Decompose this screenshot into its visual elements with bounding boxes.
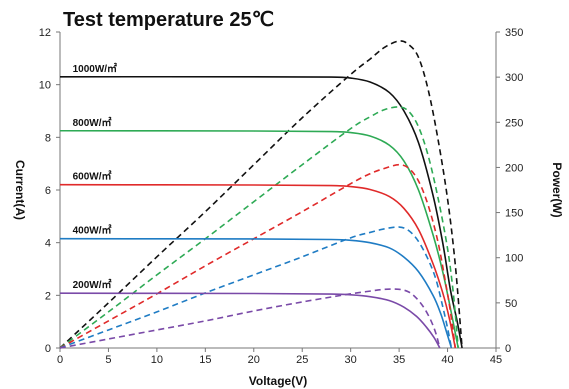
series-label-3: 400W/㎡	[73, 224, 112, 237]
y-left-tick-label: 12	[39, 27, 51, 39]
y-right-tick-label: 50	[505, 298, 517, 310]
y-right-tick-label: 350	[505, 27, 523, 39]
x-tick-label: 35	[393, 354, 405, 366]
x-tick-label: 20	[248, 354, 260, 366]
power-curve-2	[59, 163, 457, 349]
current-curve-3	[59, 237, 453, 349]
y-left-tick-label: 6	[45, 185, 51, 197]
x-tick-label: 25	[296, 354, 308, 366]
x-tick-label: 0	[57, 354, 63, 366]
x-tick-label: 30	[345, 354, 357, 366]
x-tick-label: 10	[151, 354, 163, 366]
power-curve-4	[59, 288, 441, 349]
current-curve-0	[59, 75, 463, 349]
series-label-0: 1000W/㎡	[73, 62, 117, 75]
x-tick-label: 40	[441, 354, 453, 366]
power-curve-0	[59, 40, 463, 349]
y-left-tick-label: 2	[45, 290, 51, 302]
y-right-axis-title: Power(W)	[550, 162, 564, 217]
y-left-tick-label: 0	[45, 343, 51, 355]
y-right-tick-label: 200	[505, 162, 523, 174]
y-right-tick-label: 0	[505, 343, 511, 355]
series-label-1: 800W/㎡	[73, 116, 112, 129]
series-label-2: 600W/㎡	[73, 170, 112, 183]
current-curve-2	[59, 183, 457, 349]
y-right-tick-label: 250	[505, 117, 523, 129]
x-axis-title: Voltage(V)	[249, 374, 307, 388]
y-left-tick-label: 8	[45, 132, 51, 144]
y-left-tick-label: 10	[39, 80, 51, 92]
y-right-tick-label: 100	[505, 253, 523, 265]
x-tick-label: 5	[105, 354, 111, 366]
current-curve-4	[59, 292, 441, 349]
y-left-axis-title: Current(A)	[13, 160, 27, 220]
power-curve-3	[59, 226, 453, 349]
y-left-tick-label: 4	[45, 238, 51, 250]
chart-title: Test temperature 25℃	[63, 9, 275, 31]
y-right-tick-label: 150	[505, 208, 523, 220]
current-curve-1	[59, 129, 459, 349]
series-label-4: 200W/㎡	[73, 278, 112, 291]
x-tick-label: 45	[490, 354, 502, 366]
power-curve-1	[59, 106, 460, 349]
y-right-tick-label: 300	[505, 72, 523, 84]
x-tick-label: 15	[199, 354, 211, 366]
